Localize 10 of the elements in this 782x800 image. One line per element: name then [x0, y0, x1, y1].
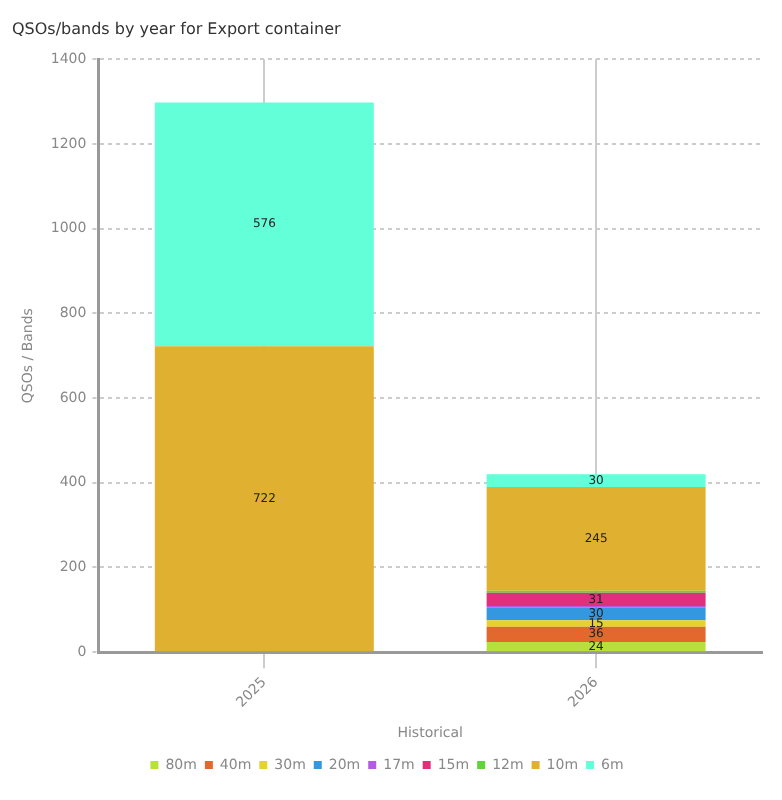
bar [154, 346, 374, 652]
bar [154, 102, 374, 347]
chart-title: QSOs/bands by year for Export container [12, 19, 343, 38]
bar [486, 486, 706, 591]
bar [486, 607, 706, 621]
bar [486, 626, 706, 642]
bar [486, 474, 706, 487]
bar [486, 592, 706, 606]
bar [486, 620, 706, 627]
bar [486, 641, 706, 652]
